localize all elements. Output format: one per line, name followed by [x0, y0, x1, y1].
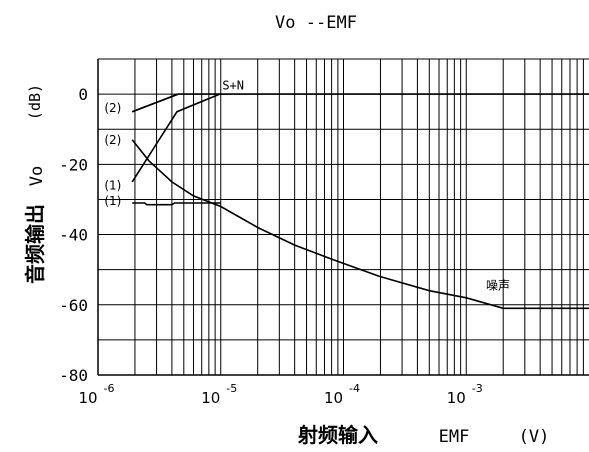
y-tick-label: -60 — [59, 296, 88, 315]
series-labels: S+N (2) (1) (2) (1) 噪声 — [104, 78, 510, 292]
y-axis-label-cn: 音频输出 — [23, 204, 47, 284]
x-tick-label: 10 — [324, 389, 343, 407]
series-line — [131, 93, 179, 113]
series-line — [131, 139, 589, 310]
grid — [97, 58, 589, 376]
series-label: (1) — [104, 178, 121, 192]
series-label: (2) — [104, 101, 121, 115]
x-ticks: 10 -6 10 -5 10 -4 10 -3 — [78, 382, 482, 407]
x-tick-exponent: -5 — [226, 382, 237, 395]
y-axis-label-unit: (dB) — [26, 84, 44, 120]
y-axis-label-name: Vo — [27, 166, 47, 186]
y-tick-label: -80 — [59, 366, 88, 385]
series-lines — [131, 93, 589, 310]
series-line — [131, 93, 589, 113]
chart-title: Vo --EMF — [275, 13, 357, 33]
series-label: (2) — [104, 133, 121, 147]
x-tick-label: 10 — [78, 389, 97, 407]
y-ticks: 0 -20 -40 -60 -80 — [59, 85, 88, 385]
x-axis-label-cn: 射频输入 — [297, 423, 378, 447]
series-label: (1) — [104, 194, 121, 208]
x-axis-label-unit: (V) — [519, 427, 550, 447]
y-tick-label: -40 — [59, 226, 88, 245]
x-tick-exponent: -6 — [104, 382, 115, 395]
x-tick-exponent: -3 — [472, 382, 483, 395]
x-axis-label-unit-name: EMF — [439, 427, 470, 447]
series-label: 噪声 — [486, 278, 510, 292]
x-tick-exponent: -4 — [349, 382, 360, 395]
y-tick-label: -20 — [59, 155, 88, 174]
series-line — [132, 202, 221, 206]
x-tick-label: 10 — [447, 389, 466, 407]
x-tick-label: 10 — [201, 389, 220, 407]
series-label: S+N — [222, 78, 244, 92]
y-tick-label: 0 — [78, 85, 88, 104]
